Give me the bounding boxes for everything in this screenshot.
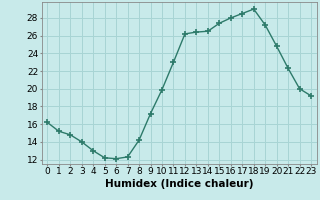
X-axis label: Humidex (Indice chaleur): Humidex (Indice chaleur) xyxy=(105,179,253,189)
